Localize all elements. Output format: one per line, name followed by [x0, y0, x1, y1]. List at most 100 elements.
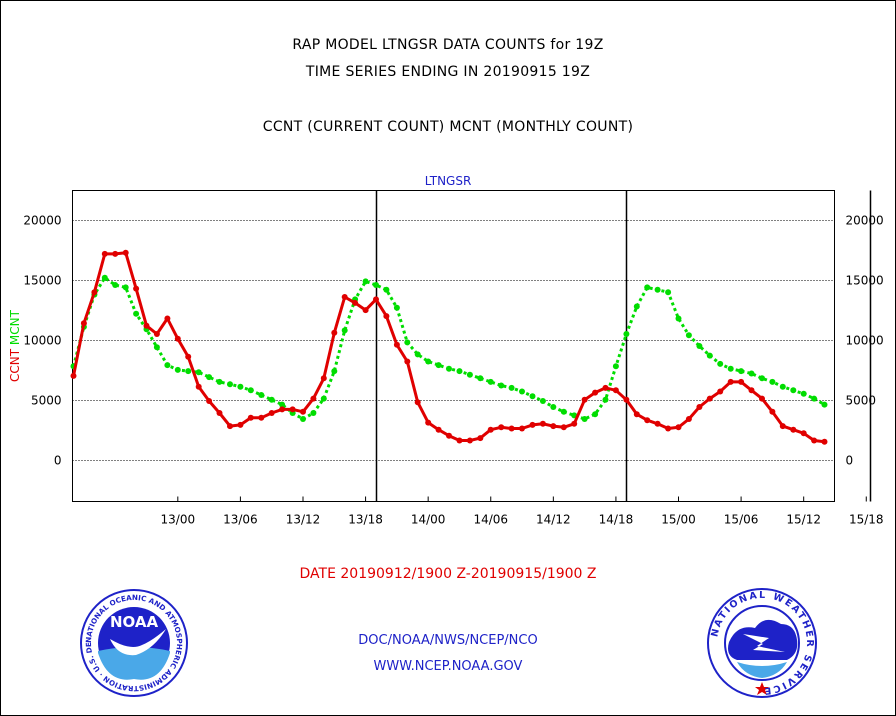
- y-tick-label-left: 5000: [31, 394, 62, 408]
- plot-area: [72, 190, 835, 502]
- point-ccnt: [174, 335, 181, 342]
- point-ccnt: [289, 406, 296, 413]
- point-ccnt: [550, 423, 557, 430]
- point-mcnt: [393, 304, 400, 311]
- series-line-ccnt: [72, 251, 825, 444]
- point-mcnt: [706, 352, 713, 359]
- y-tick-label-right: 5000: [846, 394, 877, 408]
- point-mcnt: [581, 416, 588, 422]
- chart-subtitle: CCNT (CURRENT COUNT) MCNT (MONTHLY COUNT…: [262, 119, 634, 135]
- point-mcnt: [560, 408, 567, 415]
- point-ccnt: [414, 399, 421, 406]
- point-mcnt: [435, 362, 442, 369]
- day-markers: [375, 190, 872, 502]
- point-mcnt: [790, 387, 797, 394]
- point-ccnt: [258, 414, 265, 421]
- point-mcnt: [539, 398, 546, 404]
- point-ccnt: [393, 341, 400, 348]
- point-ccnt: [612, 387, 619, 394]
- y-axis-label: CCNT MCNT: [8, 309, 22, 382]
- x-tick-label: 13/06: [223, 513, 258, 527]
- point-ccnt: [748, 387, 755, 394]
- point-mcnt: [696, 343, 703, 349]
- y-tick-label-left: 20000: [23, 214, 61, 228]
- x-tick-label: 15/06: [724, 513, 759, 527]
- x-tick-label: 13/12: [286, 513, 321, 527]
- point-ccnt: [665, 425, 672, 432]
- point-ccnt: [446, 432, 452, 439]
- point-mcnt: [206, 374, 213, 381]
- point-mcnt: [623, 331, 630, 337]
- point-mcnt: [477, 375, 484, 382]
- org-path[interactable]: DOC/NOAA/NWS/NCEP/NCO: [358, 633, 538, 648]
- point-ccnt: [706, 395, 713, 402]
- point-mcnt: [122, 284, 129, 291]
- point-mcnt: [811, 395, 818, 402]
- point-ccnt: [727, 378, 734, 385]
- point-mcnt: [383, 286, 390, 293]
- point-mcnt: [164, 362, 171, 369]
- point-mcnt: [247, 387, 254, 394]
- point-ccnt: [498, 424, 505, 431]
- point-mcnt: [362, 278, 369, 285]
- x-tick-label: 15/00: [661, 513, 696, 527]
- point-ccnt: [164, 315, 171, 322]
- point-mcnt: [310, 410, 317, 416]
- point-mcnt: [487, 378, 494, 385]
- point-ccnt: [519, 425, 525, 432]
- point-ccnt: [571, 420, 578, 427]
- point-ccnt: [508, 425, 515, 432]
- point-ccnt: [790, 426, 797, 433]
- point-mcnt: [258, 392, 265, 398]
- point-mcnt: [216, 378, 223, 385]
- point-mcnt: [612, 363, 619, 370]
- point-mcnt: [446, 365, 452, 372]
- point-ccnt: [227, 423, 233, 430]
- point-mcnt: [779, 383, 786, 390]
- point-ccnt: [811, 437, 818, 444]
- y-tick-label-left: 15000: [23, 274, 61, 288]
- point-ccnt: [310, 395, 317, 402]
- point-mcnt: [675, 315, 682, 322]
- point-mcnt: [174, 366, 181, 373]
- point-ccnt: [685, 416, 692, 422]
- point-ccnt: [268, 410, 275, 416]
- point-ccnt: [112, 250, 119, 257]
- point-mcnt: [404, 339, 411, 346]
- series-lines: [70, 249, 828, 445]
- point-mcnt: [665, 289, 672, 296]
- point-mcnt: [320, 395, 327, 402]
- x-tick-label: 13/18: [348, 513, 383, 527]
- point-mcnt: [195, 369, 202, 376]
- x-tick-label: 14/12: [536, 513, 571, 527]
- point-ccnt: [477, 435, 484, 442]
- point-ccnt: [644, 417, 651, 424]
- point-mcnt: [654, 286, 661, 293]
- point-ccnt: [404, 358, 411, 365]
- point-mcnt: [300, 416, 306, 422]
- point-ccnt: [216, 410, 223, 416]
- point-mcnt: [685, 332, 692, 339]
- axis-ticks: 0 0 5000 5000 10000 10000 15000 15000 20000 20000…: [23, 214, 883, 527]
- point-mcnt: [331, 368, 338, 375]
- y-tick-label-right: 10000: [846, 334, 884, 348]
- point-ccnt: [80, 320, 87, 327]
- point-ccnt: [529, 421, 536, 428]
- point-ccnt: [759, 395, 765, 402]
- point-ccnt: [456, 437, 463, 444]
- x-tick-label: 14/18: [599, 513, 634, 527]
- point-ccnt: [279, 406, 286, 413]
- point-ccnt: [779, 423, 786, 430]
- point-ccnt: [300, 408, 306, 415]
- point-mcnt: [727, 365, 734, 372]
- point-mcnt: [821, 401, 828, 408]
- point-mcnt: [466, 371, 473, 378]
- point-mcnt: [498, 382, 505, 389]
- x-tick-label: 15/12: [786, 513, 821, 527]
- website-link[interactable]: WWW.NCEP.NOAA.GOV: [373, 659, 523, 674]
- point-mcnt: [456, 368, 463, 375]
- point-ccnt: [425, 419, 432, 426]
- y-tick-label-right: 0: [846, 454, 854, 468]
- point-ccnt: [247, 414, 254, 421]
- point-ccnt: [237, 421, 244, 428]
